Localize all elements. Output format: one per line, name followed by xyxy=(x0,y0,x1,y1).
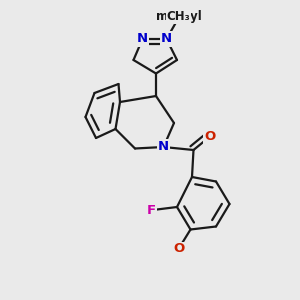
Text: N: N xyxy=(161,32,172,46)
Text: F: F xyxy=(147,203,156,217)
Text: CH₃: CH₃ xyxy=(167,10,191,23)
Text: N: N xyxy=(158,140,169,154)
Text: O: O xyxy=(204,130,216,143)
Text: O: O xyxy=(173,242,184,256)
Text: methyl: methyl xyxy=(156,10,201,23)
Text: N: N xyxy=(137,32,148,46)
